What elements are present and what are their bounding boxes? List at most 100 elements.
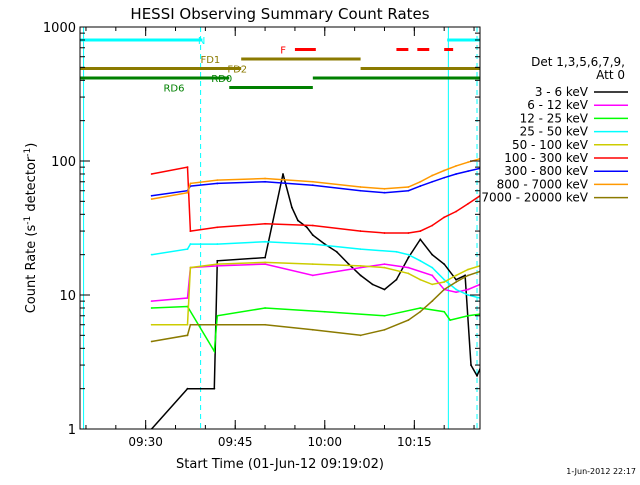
series-5-point-13 (467, 202, 469, 205)
series-2-point-3 (216, 314, 219, 317)
series-5-point-7 (383, 232, 386, 234)
series-4-point-9 (419, 278, 422, 281)
series-6-point-12 (455, 173, 458, 175)
series-0-point-21 (455, 278, 458, 281)
series-4-point-12 (455, 274, 458, 277)
series-0-point-13 (359, 274, 362, 277)
y-axis-label-main: Count Rate (s (24, 225, 39, 314)
series-1-point-3 (216, 264, 219, 267)
series-4-point-13 (467, 268, 469, 271)
series-0-point-5 (282, 173, 284, 175)
series-0-point-17 (407, 256, 410, 259)
series-0-point-14 (371, 283, 374, 286)
series-0-point-23 (470, 364, 472, 366)
series-2-point-8 (443, 310, 446, 313)
series-7-point-1 (186, 191, 189, 194)
series-0-point-2 (213, 387, 216, 390)
series-line-2 (151, 305, 480, 354)
series-5-point-10 (431, 224, 434, 227)
series-0-point-15 (383, 288, 386, 291)
series-6-point-13 (467, 170, 469, 173)
y-axis-label-end: ) (24, 143, 39, 148)
series-7-point-0 (150, 198, 153, 200)
series-2-point-5 (323, 310, 326, 313)
y-tick-label-3: 1000 (43, 21, 76, 36)
y-axis-label-sup2: -1 (23, 148, 33, 157)
series-0-point-22 (464, 274, 466, 277)
series-2-point-0 (150, 307, 153, 309)
series-0-point-11 (335, 250, 338, 253)
series-7-point-12 (455, 164, 458, 167)
series-5-point-6 (359, 230, 362, 232)
series-1-point-5 (311, 274, 314, 277)
series-7-point-13 (467, 161, 469, 164)
series-7-point-2 (189, 182, 192, 185)
series-8-point-11 (443, 288, 446, 291)
legend-label-7: 800 - 7000 keV (497, 177, 589, 191)
series-6-point-9 (419, 185, 422, 187)
series-4-point-1 (186, 323, 189, 326)
state-bar-label-fd2: FD2 (227, 65, 247, 76)
series-1-point-8 (407, 266, 410, 269)
y-axis-label-sup1: -1 (23, 216, 33, 225)
series-2-point-9 (449, 319, 452, 321)
legend-label-1: 6 - 12 keV (527, 98, 589, 112)
series-4-point-3 (216, 263, 219, 266)
axes: 09:30 09:45 10:00 10:15 1 10 100 1000 (43, 21, 481, 449)
series-1-point-6 (359, 266, 362, 269)
series-1-point-7 (383, 263, 386, 266)
series-5-point-8 (407, 232, 410, 234)
series-0-point-8 (305, 226, 308, 229)
series-7-point-6 (359, 186, 362, 188)
state-bar-label-n: N (198, 36, 205, 47)
series-0-point-10 (323, 243, 326, 245)
series-3-point-0 (150, 253, 153, 256)
legend-label-8: 7000 - 20000 keV (481, 191, 588, 205)
series-0-point-16 (395, 278, 398, 281)
series-1-point-9 (431, 274, 434, 277)
series-2-point-2 (213, 350, 216, 353)
series-8-point-3 (216, 323, 219, 326)
legend-label-4: 50 - 100 keV (512, 138, 589, 152)
series-3-point-13 (467, 294, 469, 296)
plot-frame (79, 26, 481, 430)
legend-label-0: 3 - 6 keV (535, 85, 589, 99)
series-2-point-10 (467, 314, 469, 317)
series-0-point-4 (264, 256, 266, 259)
series-8 (150, 270, 480, 343)
series-0-point-18 (419, 238, 422, 241)
series-2-point-4 (264, 307, 266, 309)
series-0-point-19 (431, 253, 434, 256)
series-6-point-0 (150, 194, 153, 197)
legend-label-6: 300 - 800 keV (504, 164, 588, 178)
series-0-point-9 (311, 234, 314, 236)
series-0-point-1 (186, 387, 189, 390)
series-4-point-5 (311, 263, 314, 266)
series-6-point-6 (359, 189, 362, 192)
series-3-point-11 (443, 278, 446, 281)
series-8-point-12 (455, 281, 458, 283)
x-tick-label-0: 09:30 (128, 435, 163, 449)
state-bar-label-rd0: RD0 (211, 74, 232, 85)
footer-timestamp: 1-Jun-2012 22:17 (566, 467, 636, 476)
series-6-point-11 (443, 176, 446, 179)
x-axis-label: Start Time (01-Jun-12 09:19:02) (176, 457, 384, 472)
series-8-point-1 (186, 334, 189, 337)
series-8-point-5 (311, 328, 314, 331)
series-5-point-11 (443, 216, 446, 219)
series-7-point-8 (407, 186, 410, 188)
series-8-point-0 (150, 340, 153, 343)
series-8-point-4 (264, 323, 266, 326)
series-8-point-13 (467, 274, 469, 277)
x-tick-label-3: 10:15 (397, 435, 432, 449)
series-7 (150, 157, 480, 200)
series-5-point-2 (189, 230, 192, 232)
series-7-point-9 (419, 180, 422, 183)
series-5-point-0 (150, 173, 153, 175)
y-tick-label-0: 1 (68, 423, 76, 438)
series-3-point-9 (419, 259, 422, 262)
